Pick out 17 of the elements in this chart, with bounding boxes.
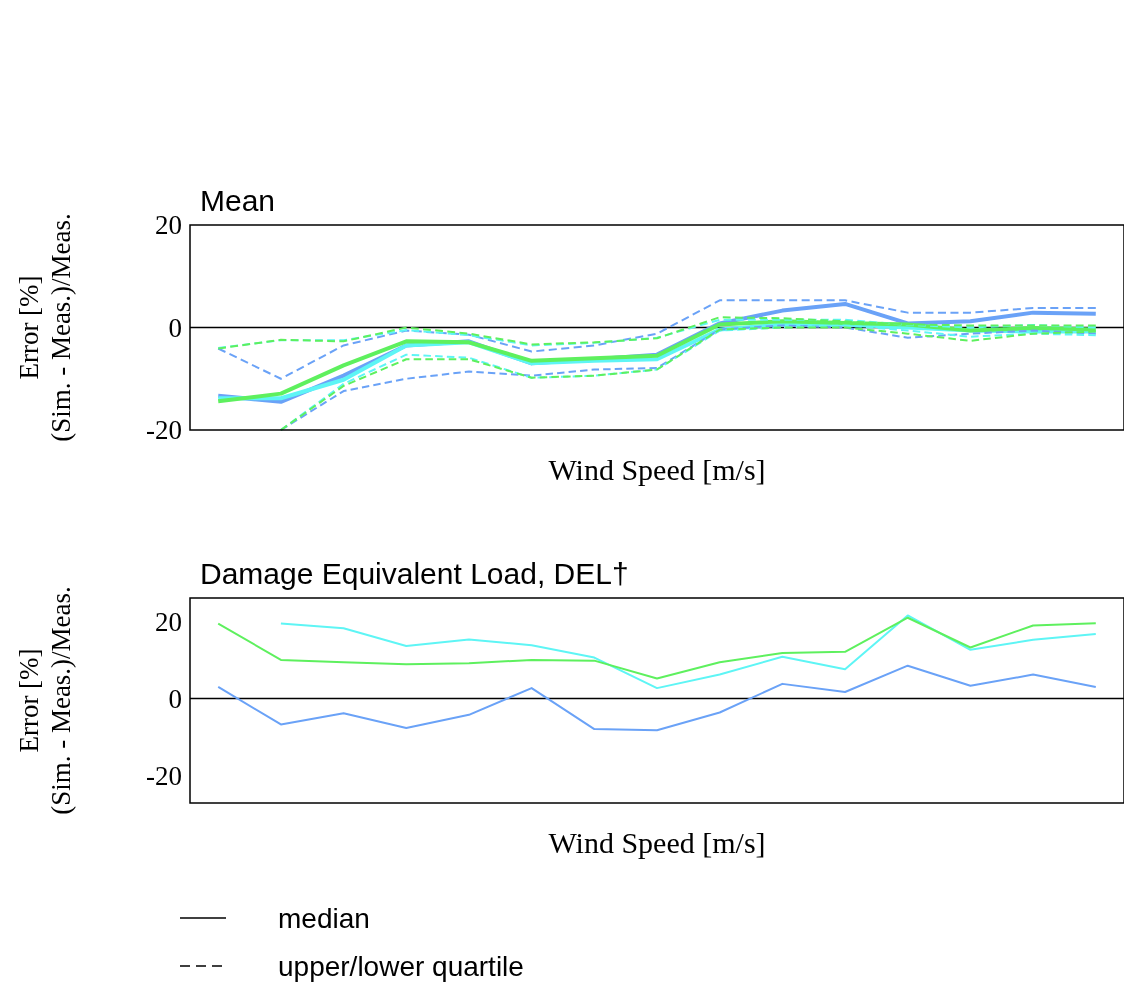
x-axis-title: Wind Speed [m/s]	[548, 453, 766, 486]
text: upper/lower quartile	[278, 950, 524, 982]
line-series	[217, 664, 1097, 732]
line-series	[279, 614, 1097, 690]
y-tick-label: 20	[155, 210, 182, 241]
line-series	[217, 616, 1097, 680]
chart-title: Damage Equivalent Load, DEL†	[200, 557, 629, 590]
y-tick-label: -20	[146, 761, 182, 792]
y-axis-title: Error [%] (Sim. - Meas.)/Meas.	[14, 586, 76, 815]
y-tick-label: 20	[155, 606, 182, 637]
y-axis-title: Error [%] (Sim. - Meas.)/Meas.	[14, 213, 76, 442]
y-tick-label: -20	[146, 415, 182, 446]
chart-title: Mean	[200, 184, 276, 217]
x-axis-title: Wind Speed [m/s]	[548, 826, 766, 859]
y-tick-label: 0	[168, 312, 182, 343]
text: median	[278, 902, 370, 934]
y-tick-label: 0	[168, 684, 182, 715]
